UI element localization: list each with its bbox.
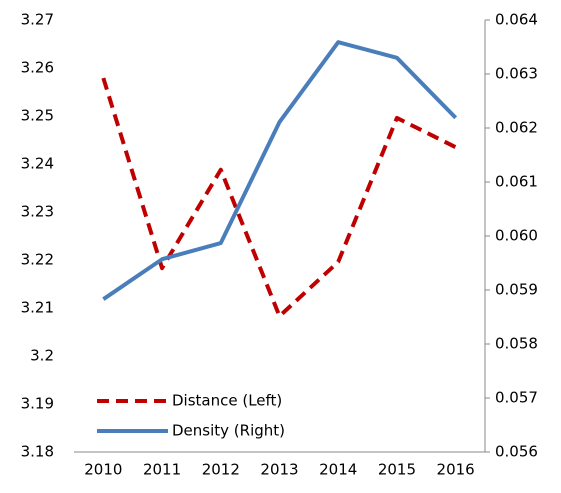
series-line: [102, 40, 458, 301]
x-tick-label: 2012: [202, 461, 240, 479]
y-tick-label: 3.22: [21, 251, 54, 269]
y-tick-label: 3.26: [21, 59, 54, 77]
y-tick-label: 3.2: [30, 347, 54, 365]
y2-tick-label: 0.059: [495, 281, 538, 299]
series-line: [101, 77, 457, 319]
legend-label: Density (Right): [172, 422, 285, 440]
y-tick-label: 3.27: [21, 11, 54, 29]
y2-tick-label: 0.058: [495, 335, 538, 353]
y2-tick-label: 0.064: [495, 11, 538, 29]
x-tick-label: 2010: [84, 461, 122, 479]
y-tick-label: 3.19: [21, 395, 54, 413]
y2-tick-label: 0.056: [495, 443, 538, 461]
x-tick-label: 2014: [319, 461, 357, 479]
y2-tick-label: 0.060: [495, 227, 538, 245]
y-tick-label: 3.24: [21, 155, 54, 173]
y-tick-label: 3.23: [21, 203, 54, 221]
y-tick-label: 3.25: [21, 107, 54, 125]
y-tick-label: 3.21: [21, 299, 54, 317]
x-tick-label: 2011: [143, 461, 181, 479]
x-tick-label: 2015: [378, 461, 416, 479]
legend-label: Distance (Left): [172, 392, 282, 410]
y2-tick-label: 0.061: [495, 173, 538, 191]
x-tick-label: 2013: [260, 461, 298, 479]
y-tick-label: 3.18: [21, 443, 54, 461]
x-tick-label: 2016: [437, 461, 475, 479]
y2-tick-label: 0.063: [495, 65, 538, 83]
y2-tick-label: 0.062: [495, 119, 538, 137]
y2-tick-label: 0.057: [495, 389, 538, 407]
